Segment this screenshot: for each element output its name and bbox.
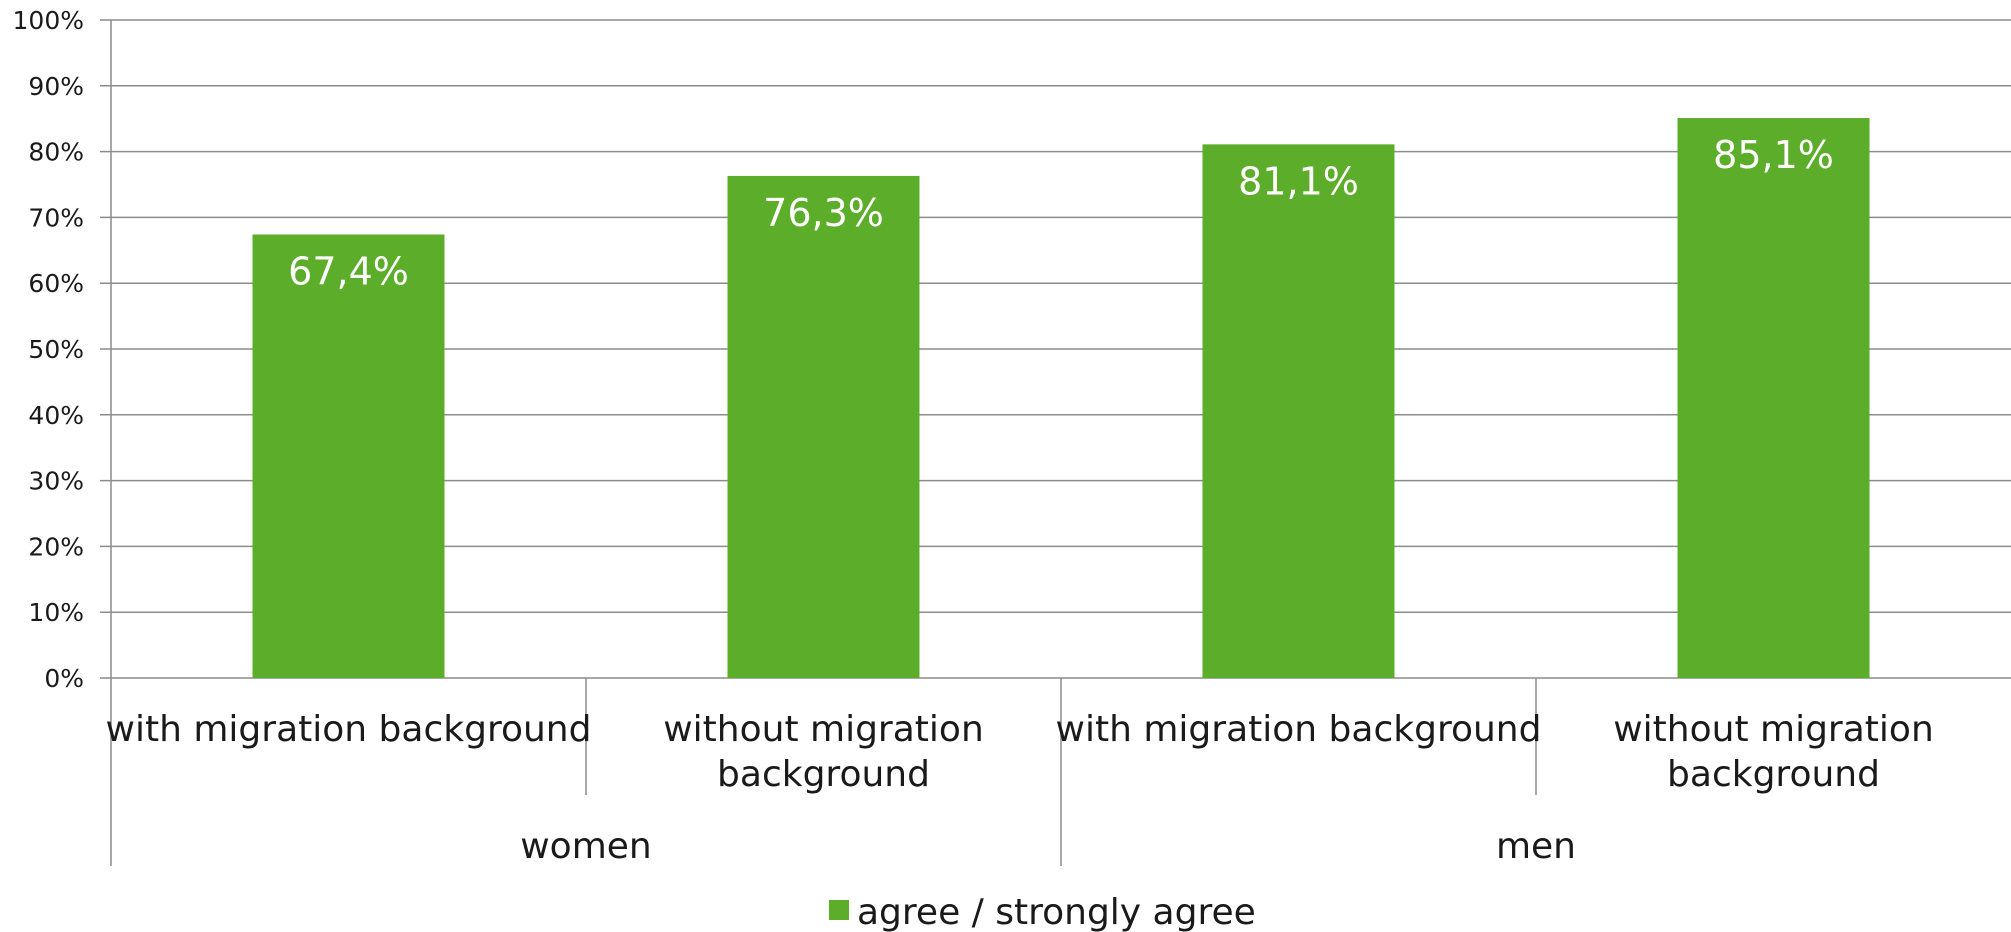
y-tick-label: 80% (28, 138, 84, 167)
x-category-label: without migration background (663, 709, 984, 795)
data-label: 81,1% (1238, 159, 1359, 203)
bars: 67,4% 76,3% 81,1% 85,1% (252, 118, 1870, 679)
data-label: 67,4% (288, 250, 409, 294)
y-tick-label: 10% (28, 598, 84, 627)
bar (1677, 118, 1870, 679)
y-tick-label: 0% (44, 664, 84, 693)
x-category-label: with migration background (106, 709, 592, 750)
x-axis-labels: with migration background without migrati… (106, 709, 1934, 867)
x-category-label: with migration background (1056, 709, 1542, 750)
bar (252, 234, 445, 678)
y-tick-label: 60% (28, 269, 84, 298)
axes (110, 20, 1537, 866)
data-label: 76,3% (763, 191, 884, 235)
y-tick-label: 30% (28, 467, 84, 496)
y-tick-label: 50% (28, 335, 84, 364)
y-tick-label: 20% (28, 532, 84, 561)
x-group-label: men (1496, 826, 1576, 867)
legend-label: agree / strongly agree (857, 892, 1256, 932)
bar (1202, 144, 1395, 678)
y-axis-ticks: 0% 10% 20% 30% 40% 50% 60% 70% 80% 90% 100% (13, 6, 84, 693)
y-tick-label: 70% (28, 203, 84, 232)
x-category-label: without migration background (1613, 709, 1934, 795)
legend-swatch (829, 900, 849, 920)
y-tick-label: 100% (13, 6, 84, 35)
data-label: 85,1% (1713, 133, 1834, 177)
y-tick-label: 90% (28, 72, 84, 101)
bar (727, 175, 920, 679)
y-tick-label: 40% (28, 401, 84, 430)
legend: agree / strongly agree (829, 892, 1256, 932)
x-group-label: women (520, 826, 652, 867)
